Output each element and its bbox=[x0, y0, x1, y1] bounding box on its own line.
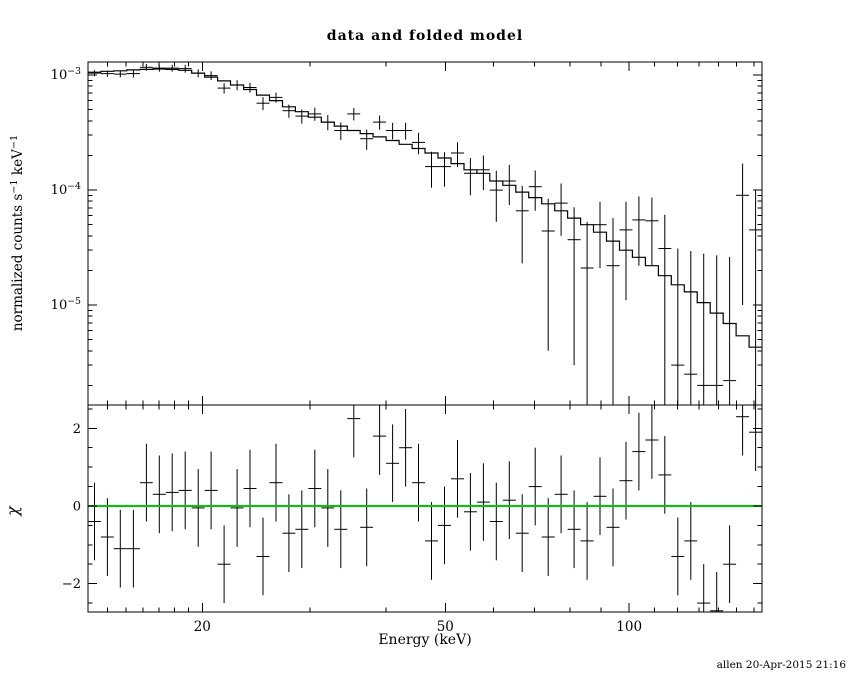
plot-title: data and folded model bbox=[326, 28, 524, 44]
chi-y-axis-label: χ bbox=[3, 505, 22, 517]
top-panel-frame bbox=[87, 61, 763, 406]
x-axis-label: Energy (keV) bbox=[378, 632, 472, 648]
y-tick-label: 0 bbox=[73, 499, 81, 514]
data-crosses bbox=[88, 64, 762, 405]
plot-timestamp: allen 20-Apr-2015 21:16 bbox=[716, 659, 846, 671]
folded-model-step-line bbox=[88, 68, 762, 348]
top-panel-axes bbox=[87, 61, 763, 406]
y-tick-label: 10−3 bbox=[51, 66, 81, 83]
bottom-panel-frame bbox=[87, 404, 763, 613]
x-tick-label: 20 bbox=[194, 619, 211, 635]
bottom-panel-axes bbox=[87, 404, 763, 613]
y-tick-label: −2 bbox=[62, 577, 81, 592]
x-tick-label: 100 bbox=[616, 619, 642, 635]
bottom-panel-series bbox=[88, 405, 762, 612]
y-tick-label: 10−4 bbox=[51, 181, 81, 198]
top-panel-series bbox=[88, 64, 762, 405]
y-tick-label: 2 bbox=[73, 422, 81, 437]
counts-y-axis-label: normalized counts s−1 keV−1 bbox=[9, 135, 26, 331]
x-tick-label: 50 bbox=[437, 619, 454, 635]
y-tick-label: 10−5 bbox=[51, 296, 81, 313]
chi-residuals-crosses bbox=[88, 405, 762, 612]
